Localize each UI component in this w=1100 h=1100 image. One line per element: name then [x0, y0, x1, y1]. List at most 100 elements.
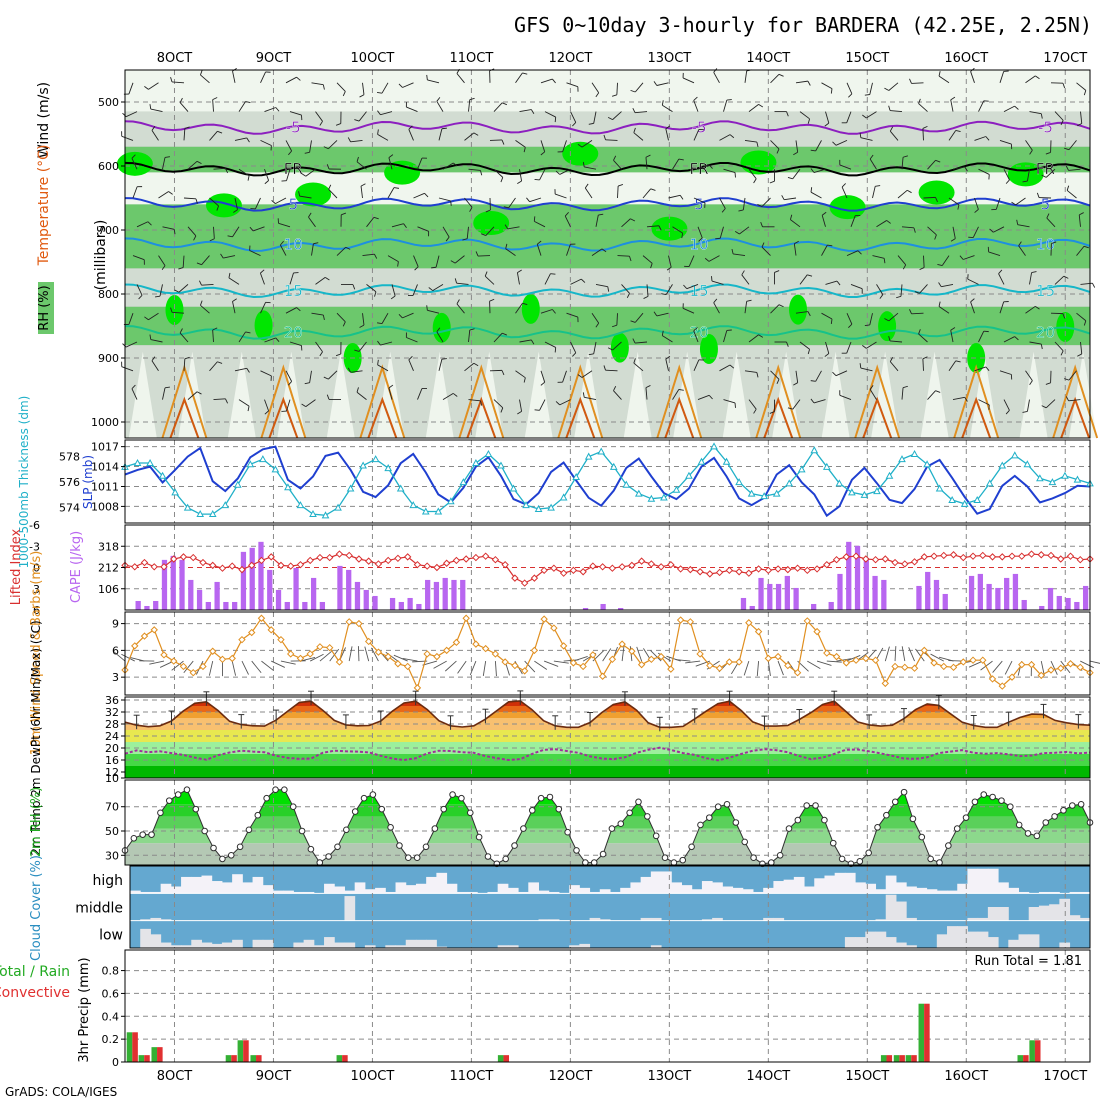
- rh-band: [125, 146, 1090, 173]
- isotherm-30-spike: [664, 396, 695, 439]
- wind-speed-point: [384, 652, 392, 661]
- li-point: [803, 566, 812, 575]
- wind-barb-flag: [1077, 353, 1082, 357]
- wind-barb-flag: [345, 246, 351, 250]
- wind-barb: [534, 220, 546, 228]
- li-point: [462, 555, 470, 563]
- temp-tick-label: 10: [105, 772, 119, 785]
- wind-barb: [131, 388, 138, 400]
- wind-barb: [286, 399, 291, 412]
- li-point: [1047, 551, 1055, 560]
- precip-total-bar: [126, 1032, 133, 1062]
- li-ylabel: Lifted Index: [9, 528, 24, 605]
- precip-tick-label: 0.6: [102, 987, 120, 1000]
- slp-tick-label: 1014: [91, 461, 119, 474]
- wind-barb: [970, 71, 975, 83]
- wind-barb: [950, 330, 954, 343]
- wind-barb: [562, 140, 567, 152]
- wind-barb-flag: [1060, 120, 1064, 126]
- wind-barb-flag: [632, 338, 636, 344]
- thickness-point: [1036, 474, 1044, 482]
- cape-bar: [460, 579, 466, 610]
- wind-barb: [633, 132, 644, 141]
- wind-barb: [159, 284, 163, 297]
- cloud-bar: [977, 917, 989, 921]
- wind-speed-point: [940, 662, 948, 671]
- cape-bar: [775, 583, 782, 610]
- precip-convective-bar: [911, 1055, 917, 1062]
- wind-barb-flag: [827, 244, 833, 247]
- li-point: [910, 558, 919, 566]
- rh-point: [174, 791, 182, 798]
- thickness-point: [434, 507, 443, 515]
- cape-bar: [863, 557, 869, 610]
- wind-barb-flag: [149, 334, 152, 340]
- rh-point: [1015, 821, 1023, 829]
- wind-speed-point: [413, 684, 422, 692]
- slp-tick-label: 1017: [91, 441, 119, 454]
- cloud-bar: [344, 896, 356, 921]
- cape-bar: [1082, 585, 1089, 610]
- cape-bar: [170, 555, 176, 610]
- wind-barb: [285, 140, 293, 152]
- wind-barb-flag: [704, 257, 710, 262]
- rh-point: [334, 843, 341, 851]
- wind-barb: [1046, 217, 1056, 228]
- wind-barb: [315, 111, 323, 122]
- wind-barb: [1045, 168, 1056, 178]
- precip-convective-bar: [157, 1047, 163, 1062]
- wind-barb-flag: [342, 321, 346, 327]
- wind-barb: [570, 111, 577, 123]
- wind-barb: [927, 159, 936, 170]
- wind-barb-flag: [408, 355, 413, 361]
- thickness-point: [710, 442, 718, 450]
- thickness-point: [284, 483, 292, 491]
- wind-barb-flag: [504, 224, 509, 230]
- wind-barb: [593, 111, 597, 124]
- wind-barb: [212, 99, 214, 112]
- cloud-bar: [140, 891, 151, 894]
- wind-barb-flag: [630, 218, 636, 222]
- li-point: [384, 556, 392, 565]
- wind-speed-point: [764, 654, 773, 663]
- cape-bar: [1056, 595, 1062, 610]
- temp-tick-label: 36: [105, 694, 119, 707]
- wind-barb: [128, 82, 134, 95]
- wind-barb: [593, 341, 597, 354]
- wind-barb-flag: [985, 366, 990, 372]
- cloud-bar: [1028, 934, 1040, 948]
- wind-barb-flag: [374, 253, 378, 259]
- wind-barb: [642, 255, 653, 264]
- li-point: [667, 560, 675, 569]
- wind-barb-flag: [888, 336, 891, 342]
- li-point: [676, 565, 685, 573]
- wind-barb-flag: [398, 313, 403, 319]
- wind-speed-point: [706, 661, 714, 670]
- wind-barb-flag: [935, 197, 938, 203]
- cloud-bar: [548, 919, 560, 921]
- cloud-bar: [640, 917, 652, 921]
- wind-barb: [305, 399, 316, 408]
- wind-barb-flag: [280, 240, 284, 246]
- wind-barb: [391, 223, 404, 228]
- thickness-point: [559, 493, 568, 501]
- wind-speed-point: [511, 661, 519, 670]
- wind-speed-point: [481, 644, 490, 653]
- cloud-bar: [170, 945, 182, 948]
- wind-speed-point: [793, 668, 802, 677]
- isotherm-25-spike: [854, 364, 901, 439]
- li-point: [540, 566, 548, 575]
- wind-barb-flag: [864, 324, 870, 327]
- wind-barb-flag: [757, 204, 763, 207]
- wind-speed-point: [852, 656, 860, 664]
- wind-speed-point: [667, 665, 675, 673]
- cloud-bar: [998, 907, 1009, 921]
- thickness-point: [534, 504, 543, 512]
- wind-speed-point: [296, 654, 305, 663]
- wind-barb: [723, 399, 736, 404]
- isotherm-label: 15: [1036, 282, 1055, 300]
- rh-tick-label: 50: [105, 825, 119, 838]
- thickness-point: [973, 495, 982, 504]
- wind-barb-flag: [964, 397, 968, 402]
- wind-barb-flag: [884, 318, 890, 322]
